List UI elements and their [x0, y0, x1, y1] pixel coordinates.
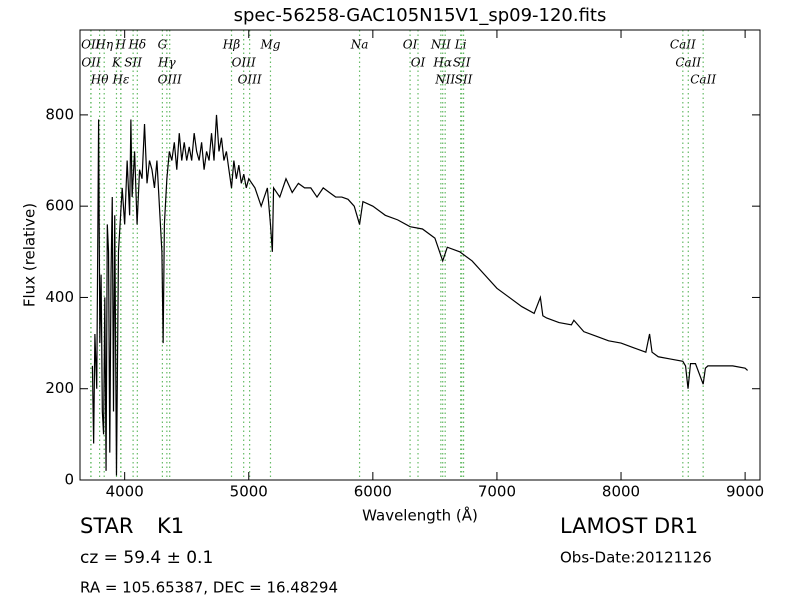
spectral-line-label: CaII	[675, 56, 701, 70]
spectral-line-label: OII	[81, 56, 101, 70]
spectral-line-label: Hη	[94, 38, 113, 52]
x-tick-label: 9000	[726, 483, 764, 501]
spectral-line-label: OIII	[238, 73, 262, 87]
y-tick-label: 800	[45, 105, 74, 123]
spectral-line-label: Mg	[259, 38, 280, 52]
spectral-line-label: Hβ	[222, 38, 240, 52]
spectral-line-label: OI	[411, 56, 426, 70]
spectral-line-label: Hθ	[90, 73, 109, 87]
object-class: STAR	[80, 514, 133, 538]
spectral-line-label: NII	[434, 73, 455, 87]
subclass: K1	[157, 514, 184, 538]
plot-frame	[79, 29, 761, 481]
chart-title: spec-56258-GAC105N15V1_sp09-120.fits	[234, 5, 607, 26]
x-axis-label: Wavelength (Å)	[362, 506, 478, 525]
spectral-line-label: Li	[454, 38, 467, 52]
y-tick-label: 400	[45, 288, 74, 306]
spectral-line-label: OIII	[232, 56, 256, 70]
survey: LAMOST DR1	[560, 514, 698, 538]
spectral-line-label: G	[158, 38, 168, 52]
y-tick-label: 0	[64, 471, 74, 489]
spectral-line-label: SII	[455, 73, 473, 87]
spectrum-line	[91, 114, 748, 476]
coordinates: RA = 105.65387, DEC = 16.48294	[80, 579, 338, 597]
spectral-line-label: Hα	[432, 56, 452, 70]
x-tick-label: 7000	[478, 483, 516, 501]
spectral-line-label: SII	[124, 56, 142, 70]
spectral-line-label: SII	[453, 56, 471, 70]
spectral-line-label: Hδ	[127, 38, 146, 52]
spectral-line-label: NII	[430, 38, 451, 52]
obs-date: Obs-Date:20121126	[560, 549, 712, 567]
spectral-line-label: OI	[403, 38, 418, 52]
spectral-line-label: Hε	[111, 73, 129, 87]
spectral-line-label: Na	[350, 38, 369, 52]
spectral-line-label: CaII	[670, 38, 696, 52]
y-tick-label: 200	[45, 379, 74, 397]
x-tick-label: 8000	[602, 483, 640, 501]
x-tick-label: 4000	[106, 483, 144, 501]
y-tick-label: 600	[45, 197, 74, 215]
redshift: cz = 59.4 ± 0.1	[80, 548, 213, 568]
spectral-line-label: OIII	[158, 73, 182, 87]
x-tick-label: 6000	[354, 483, 392, 501]
y-axis-label: Flux (relative)	[21, 203, 39, 307]
spectral-line-label: CaII	[690, 73, 716, 87]
spectral-line-label: Hγ	[157, 56, 176, 70]
spectral-line-label: K	[111, 56, 122, 70]
x-tick-label: 5000	[230, 483, 268, 501]
